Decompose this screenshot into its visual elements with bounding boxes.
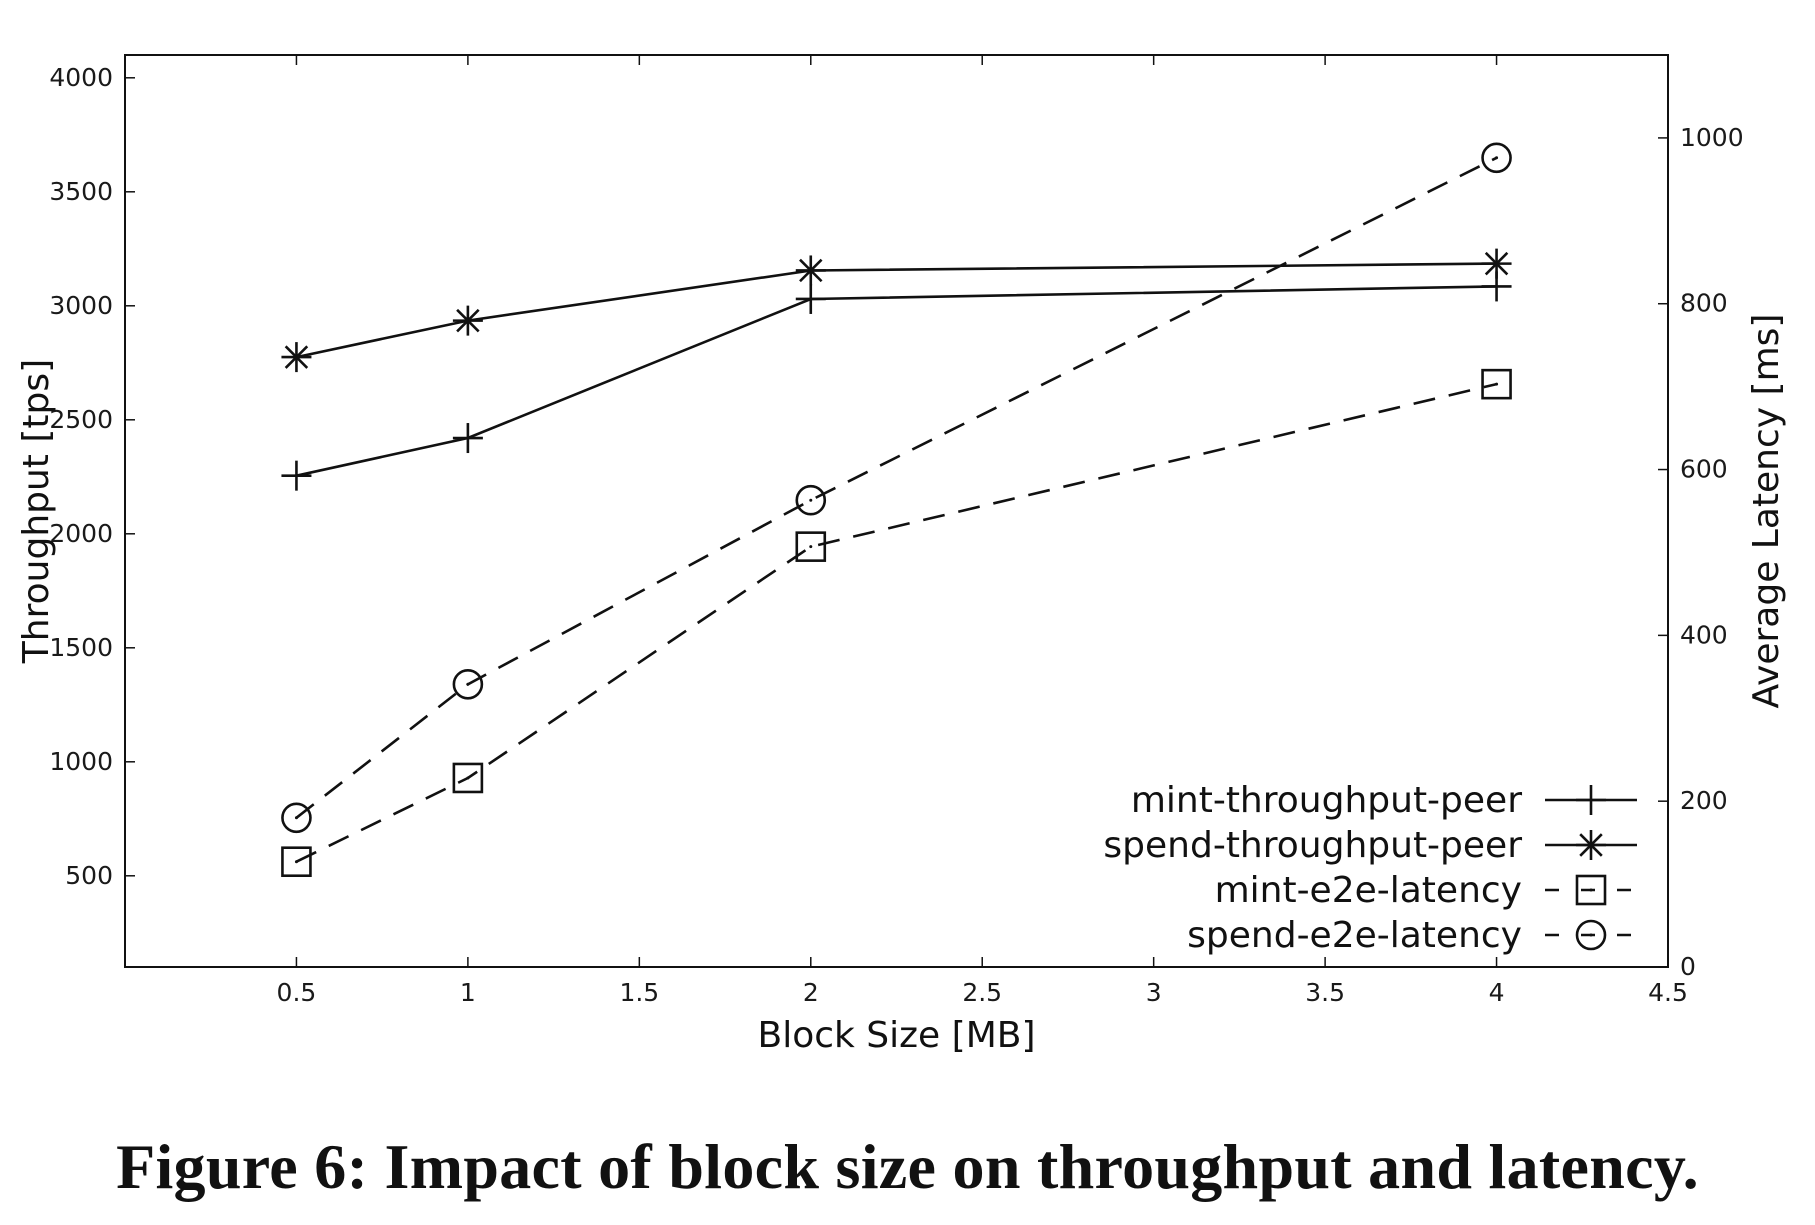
x-axis-title: Block Size [MB] [758,1015,1036,1056]
y-tick-label: 3500 [49,177,113,206]
x-tick-label: 4 [1489,978,1505,1007]
y-tick-label: 500 [65,861,113,890]
figure-caption: Figure 6: Impact of block size on throug… [116,1131,1699,1202]
data-point-spend-throughput-peer-1 [452,305,483,336]
plot-border [124,54,1669,968]
data-point-mint-throughput-peer-1 [452,423,483,454]
y2-tick-label: 400 [1680,620,1728,649]
y2-tick-label: 0 [1680,952,1696,981]
data-point-mint-e2e-latency-1 [452,762,484,794]
data-point-mint-e2e-latency-0.5 [281,846,312,878]
series-line-mint-e2e-latency [295,382,1497,863]
x-tick-label: 0.5 [277,978,317,1007]
x-axis-ticks: 0.5 1 1.5 2 2.5 3 3.5 4 4.5 [277,55,1688,1007]
data-point-mint-throughput-peer-2 [795,283,826,314]
data-point-mint-e2e-latency-4 [1481,368,1512,400]
series-line-mint-throughput-peer [296,285,1497,477]
x-tick-label: 4.5 [1648,978,1688,1007]
series-line-spend-throughput-peer [296,262,1497,359]
legend-marker-spend-throughput-peer [1576,830,1606,860]
data-point-spend-throughput-peer-4 [1481,248,1512,279]
x-tick-label: 2 [803,978,819,1007]
legend-marker-mint-throughput-peer [1576,785,1606,815]
series-group [281,142,1512,878]
y2-tick-label: 1000 [1680,123,1744,152]
y2-axis-title: Average Latency [ms] [1746,314,1787,709]
y-axis-title: Throughput [tps] [16,359,57,664]
x-tick-label: 2.5 [962,978,1002,1007]
legend-label-mint-e2e-latency: mint-e2e-latency [1215,870,1522,911]
legend-label-spend-e2e-latency: spend-e2e-latency [1187,915,1522,956]
y-tick-label: 2500 [49,405,113,434]
data-point-spend-throughput-peer-0.5 [281,342,312,373]
x-tick-label: 3.5 [1305,978,1345,1007]
data-point-mint-e2e-latency-2 [795,531,827,562]
x-tick-label: 1 [460,978,476,1007]
data-point-spend-e2e-latency-4 [1481,142,1512,174]
y-tick-label: 2000 [49,519,113,548]
y2-tick-label: 600 [1680,455,1728,484]
y-tick-label: 1500 [49,633,113,662]
chart: 0.5 1 1.5 2 2.5 3 3.5 4 4.5 50010001500200025003… [16,54,1787,1056]
y2-tick-label: 800 [1680,289,1728,318]
legend-label-mint-throughput-peer: mint-throughput-peer [1131,780,1522,821]
legend-marker-spend-e2e-latency [1575,919,1607,951]
y2-axis-ticks: 0 200 400 600 800 1000 [1658,123,1744,981]
data-point-spend-e2e-latency-2 [795,484,827,516]
plot-frame [124,54,1669,968]
x-tick-label: 1.5 [619,978,659,1007]
series-line-spend-e2e-latency [295,156,1498,819]
y-tick-label: 4000 [49,63,113,92]
y-tick-label: 3000 [49,291,113,320]
legend-label-spend-throughput-peer: spend-throughput-peer [1103,825,1522,866]
y-tick-label: 1000 [49,747,113,776]
y-axis-ticks: 500 1000 1500 2000 2500 3000 3500 4000 [49,63,135,890]
legend-marker-mint-e2e-latency [1575,874,1607,906]
x-tick-label: 3 [1146,978,1162,1007]
data-point-mint-throughput-peer-0.5 [281,460,312,491]
legend: mint-throughput-peerspend-throughput-pee… [1103,780,1637,956]
data-point-spend-e2e-latency-0.5 [281,802,312,834]
data-point-spend-e2e-latency-1 [452,668,484,700]
data-point-spend-throughput-peer-2 [795,255,826,286]
y2-tick-label: 200 [1680,786,1728,815]
